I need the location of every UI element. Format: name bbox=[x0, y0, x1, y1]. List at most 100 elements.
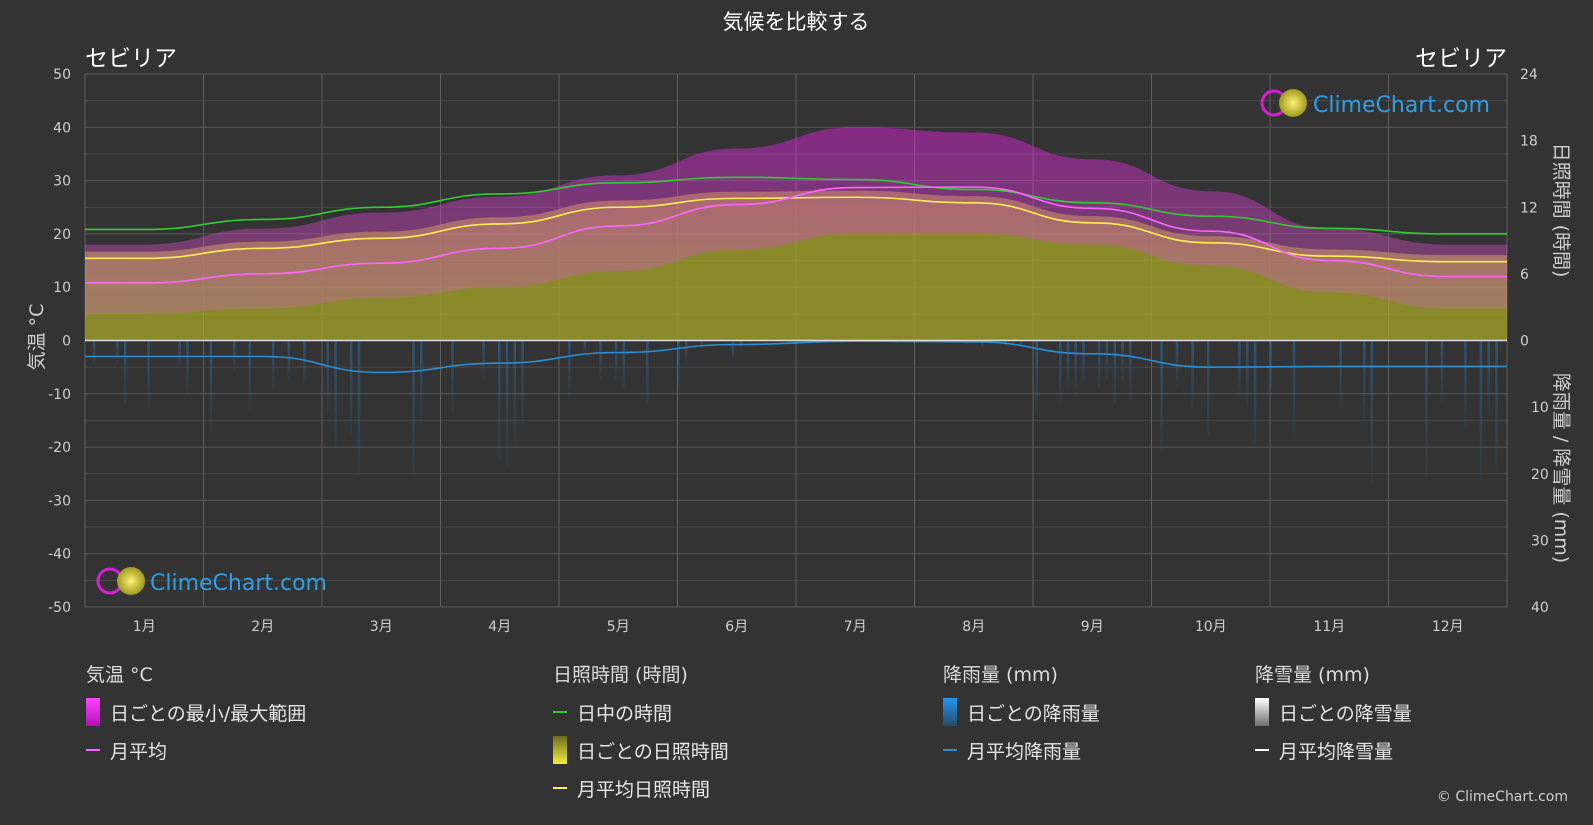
daylight-line bbox=[85, 176, 1507, 235]
rain-daily-bar bbox=[116, 340, 119, 363]
legend-snow-avg: 月平均降雪量 bbox=[1255, 736, 1412, 764]
y-right-top-tick-label: 24 bbox=[1520, 67, 1538, 83]
rain-daily-bar bbox=[497, 340, 501, 461]
rain-daily-bar bbox=[357, 340, 361, 477]
logo-sun-icon bbox=[1279, 89, 1307, 117]
location-left: セビリア bbox=[85, 46, 177, 72]
y-left-tick-label: -20 bbox=[48, 440, 71, 456]
copyright: © ClimeChart.com bbox=[1436, 789, 1568, 805]
legend-sunshine: 日照時間 (時間) 日中の時間 日ごとの日照時間 月平均日照時間 bbox=[553, 662, 729, 812]
rain-daily-bar bbox=[1245, 340, 1249, 408]
y-right-top-tick-label: 0 bbox=[1520, 334, 1529, 350]
x-month-label: 9月 bbox=[1081, 619, 1104, 635]
rain-daily-bar bbox=[731, 340, 735, 362]
rain-daily-bar bbox=[1370, 340, 1374, 484]
y-left-tick-label: 10 bbox=[53, 280, 71, 296]
rain-avg-line bbox=[85, 340, 1507, 374]
y-right-bottom-tick-label: 30 bbox=[1531, 533, 1549, 549]
x-month-label: 8月 bbox=[962, 619, 985, 635]
daylight-swatch bbox=[553, 711, 567, 713]
rain-daily-bar bbox=[1292, 340, 1296, 441]
logo-sun-icon bbox=[117, 567, 145, 595]
legend-sunshine-avg: 月平均日照時間 bbox=[553, 774, 729, 802]
y-right-bottom-tick-label: 10 bbox=[1531, 400, 1549, 416]
legend-temperature-header: 気温 °C bbox=[86, 664, 153, 686]
rain-daily-bar bbox=[123, 340, 127, 404]
legend-rain-daily: 日ごとの降雨量 bbox=[943, 698, 1100, 726]
rain-daily-bar bbox=[677, 340, 680, 395]
rain-daily-bar bbox=[1487, 340, 1491, 417]
x-month-label: 6月 bbox=[725, 619, 748, 635]
snow-avg-swatch bbox=[1255, 749, 1269, 751]
temp-avg-line bbox=[84, 186, 1507, 284]
rain-daily-bar bbox=[287, 340, 291, 383]
sunshine-daily-swatch bbox=[553, 736, 567, 764]
x-month-label: 1月 bbox=[133, 619, 156, 635]
y-right-bottom-tick-label: 20 bbox=[1531, 467, 1549, 483]
rain-avg-swatch bbox=[943, 749, 957, 751]
legend-sunshine-daily: 日ごとの日照時間 bbox=[553, 736, 729, 764]
climechart-logo-bottom: ClimeChart.com bbox=[96, 567, 327, 596]
x-month-label: 5月 bbox=[607, 619, 630, 635]
legend-rain-header: 降雨量 (mm) bbox=[943, 664, 1058, 686]
legend-rain-daily-label: 日ごとの降雨量 bbox=[967, 702, 1100, 725]
lines-layer bbox=[84, 176, 1507, 374]
legend-snow: 降雪量 (mm) 日ごとの降雪量 月平均降雪量 bbox=[1255, 662, 1412, 774]
y-right-top-tick-label: 6 bbox=[1520, 267, 1529, 283]
logo-text-bottom: ClimeChart.com bbox=[150, 571, 327, 596]
rain-daily-bar bbox=[622, 340, 626, 388]
rain-daily-bar bbox=[1058, 340, 1062, 407]
rain-daily-bar bbox=[599, 340, 602, 379]
rain-daily-bar bbox=[147, 340, 150, 410]
legend-temperature: 気温 °C 日ごとの最小/最大範囲 月平均 bbox=[86, 662, 306, 774]
legend-snow-daily: 日ごとの降雪量 bbox=[1255, 698, 1412, 726]
logo-text-top: ClimeChart.com bbox=[1313, 93, 1490, 118]
rain-daily-bar bbox=[92, 340, 96, 366]
temperature-layer bbox=[85, 127, 1507, 314]
climechart-logo-top: ClimeChart.com bbox=[1260, 89, 1490, 118]
x-month-label: 11月 bbox=[1313, 619, 1345, 635]
rain-daily-bar bbox=[1129, 340, 1132, 402]
rain-daily-bar bbox=[505, 340, 509, 469]
rain-daily-bar bbox=[1160, 340, 1163, 455]
chart-title: 気候を比較する bbox=[723, 10, 870, 34]
legend-rain-avg: 月平均降雨量 bbox=[943, 736, 1100, 764]
temp-avg-swatch bbox=[86, 749, 100, 751]
legend-rain: 降雨量 (mm) 日ごとの降雨量 月平均降雨量 bbox=[943, 662, 1100, 774]
rain-daily-bar bbox=[1097, 340, 1101, 391]
rain-daily-bar bbox=[614, 340, 618, 380]
y-left-tick-label: 40 bbox=[53, 120, 71, 136]
rain-daily-bar bbox=[326, 340, 330, 411]
legend-sunshine-daily-label: 日ごとの日照時間 bbox=[577, 740, 729, 763]
snow-daily-swatch bbox=[1255, 698, 1269, 726]
legend-temp-avg: 月平均 bbox=[86, 736, 306, 764]
legend-snow-daily-label: 日ごとの降雪量 bbox=[1279, 702, 1412, 725]
rain-daily-bar bbox=[1440, 340, 1444, 403]
legend-snow-avg-label: 月平均降雪量 bbox=[1279, 740, 1394, 763]
legend-rain-avg-label: 月平均降雨量 bbox=[967, 740, 1082, 763]
rain-daily-bar bbox=[420, 340, 423, 425]
rain-daily-bar bbox=[248, 340, 252, 411]
y-right-top-tick-label: 18 bbox=[1520, 134, 1538, 150]
legend-daylight: 日中の時間 bbox=[553, 698, 729, 726]
legend-daylight-label: 日中の時間 bbox=[577, 702, 673, 725]
rain-daily-bar bbox=[1464, 340, 1467, 431]
rain-daily-bar bbox=[334, 340, 337, 448]
rain-daily-bar bbox=[1425, 340, 1428, 478]
rain-daily-bar bbox=[209, 340, 213, 435]
legend-sunshine-avg-label: 月平均日照時間 bbox=[577, 778, 711, 801]
rain-daily-bar bbox=[349, 340, 353, 437]
x-month-label: 4月 bbox=[488, 619, 511, 635]
rain-daily-bar bbox=[1253, 340, 1257, 447]
rain-daily-bar bbox=[1066, 340, 1070, 391]
rain-daily-bar bbox=[1074, 340, 1078, 397]
rain-daily-bar bbox=[178, 340, 182, 370]
location-right: セビリア bbox=[1415, 46, 1507, 72]
rain-daily-bar bbox=[272, 340, 275, 393]
rain-daily-bar bbox=[186, 340, 189, 396]
rain-daily-bar bbox=[1113, 340, 1117, 406]
rain-daily-bar bbox=[513, 340, 517, 448]
rain-daily-bar bbox=[1479, 340, 1483, 482]
temp-range-swatch bbox=[86, 698, 100, 726]
y-left-tick-label: 20 bbox=[53, 227, 71, 243]
